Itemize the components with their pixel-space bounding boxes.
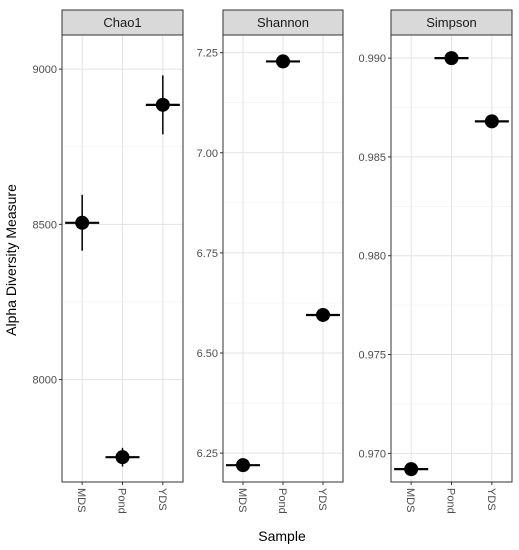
x-tick-label: YDS <box>156 488 168 511</box>
x-tick-label: Pond <box>276 488 288 514</box>
data-point <box>474 114 509 129</box>
panel-border <box>390 34 513 483</box>
data-point <box>65 194 100 251</box>
data-point <box>266 54 300 69</box>
y-axis-title: Alpha Diversity Measure <box>3 184 19 336</box>
panel-chao1: Chao1 8000 8500 9000 MDS Pond YDS <box>33 9 184 514</box>
panel-simpson: Simpson 0.970 0.975 0.980 0.985 0.990 MDS Pond Y… <box>358 9 513 514</box>
x-tick-label: MDS <box>75 488 87 512</box>
data-point <box>434 51 469 66</box>
facet-strip-label: Chao1 <box>103 15 141 30</box>
point-marker <box>404 462 419 477</box>
panel-shannon: Shannon 6.25 6.50 6.75 7.00 7.25 MDS Pond YDS <box>197 9 344 514</box>
data-point <box>394 462 429 477</box>
point-marker <box>155 97 170 112</box>
point-marker <box>484 114 499 129</box>
data-point <box>145 75 180 135</box>
panel-border <box>222 34 344 483</box>
y-tick-label: 6.50 <box>197 348 218 360</box>
point-marker <box>276 54 290 69</box>
y-tick-label: 8500 <box>33 219 57 231</box>
y-tick-label: 6.75 <box>197 248 218 260</box>
y-tick-label: 8000 <box>33 375 57 387</box>
y-tick-label: 7.25 <box>197 48 218 60</box>
panel-border <box>61 34 184 483</box>
facet-strip-label: Shannon <box>257 15 309 30</box>
x-axis-title: Sample <box>258 528 306 544</box>
y-tick-label: 0.970 <box>358 448 386 460</box>
facet-strip <box>61 9 184 36</box>
x-tick-label: YDS <box>316 488 328 511</box>
point-marker <box>75 215 90 230</box>
facet-panels: Chao1 8000 8500 9000 MDS Pond YDS Shannon 6.25 6.… <box>33 9 513 514</box>
y-tick-label: 0.985 <box>358 152 386 164</box>
point-marker <box>115 450 130 465</box>
facet-strip-label: Simpson <box>426 15 477 30</box>
x-tick-label: YDS <box>485 488 497 511</box>
y-tick-label: 0.975 <box>358 350 386 362</box>
y-tick-label: 9000 <box>33 64 57 76</box>
x-tick-label: MDS <box>404 488 416 512</box>
point-marker <box>236 458 250 473</box>
point-marker <box>316 307 330 322</box>
y-tick-label: 0.990 <box>358 53 386 65</box>
y-tick-label: 0.980 <box>358 251 386 263</box>
x-tick-label: Pond <box>445 488 457 514</box>
y-tick-label: 6.25 <box>197 448 218 460</box>
data-point <box>105 447 140 467</box>
y-tick-label: 7.00 <box>197 148 218 160</box>
point-marker <box>444 51 459 66</box>
data-point <box>226 458 260 473</box>
data-point <box>306 307 340 322</box>
x-tick-label: Pond <box>116 488 128 514</box>
x-tick-label: MDS <box>236 488 248 512</box>
